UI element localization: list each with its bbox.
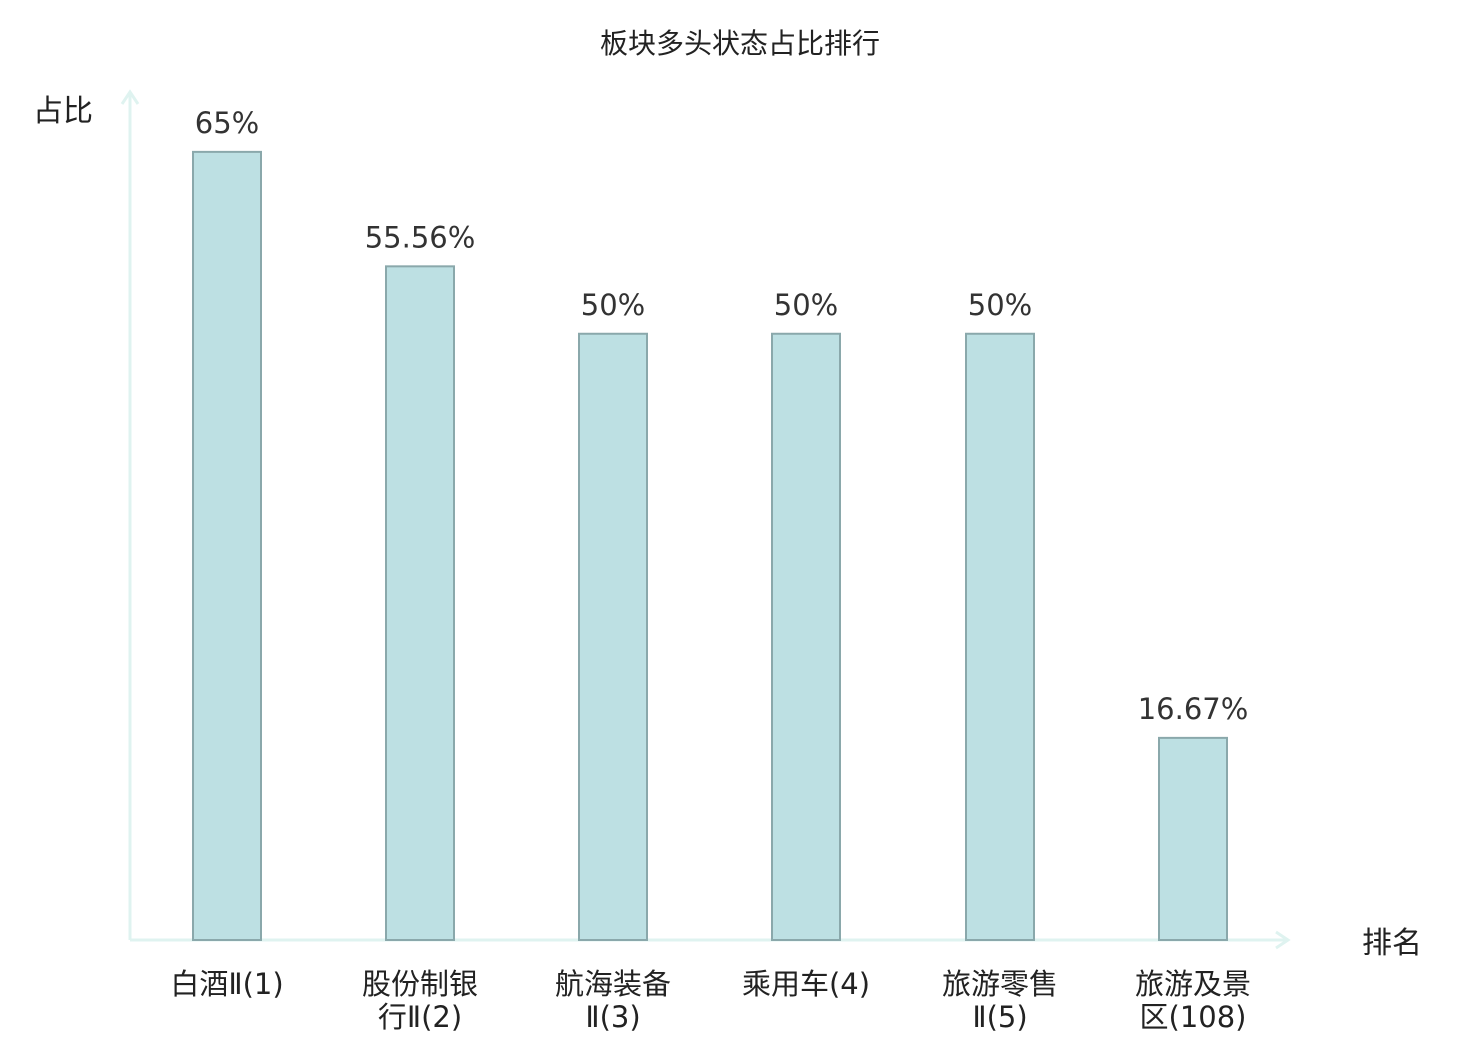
bars-group [192, 150, 1228, 941]
category-label: 乘用车(4) [742, 967, 870, 1001]
category-label: Ⅱ(5) [972, 1000, 1027, 1034]
category-label: 行Ⅱ(2) [378, 1000, 462, 1034]
axes [120, 89, 1291, 950]
bar-value-label: 50% [968, 288, 1032, 322]
bar[interactable] [192, 150, 262, 941]
bar-value-label: 50% [774, 288, 838, 322]
bar-value-label: 55.56% [365, 220, 476, 254]
bar[interactable] [1158, 736, 1228, 941]
x-axis-arrow [1275, 930, 1291, 950]
category-label: 白酒Ⅱ(1) [170, 967, 283, 1001]
bar[interactable] [385, 265, 455, 941]
value-labels-group: 65% 55.56% 50% 50% 50% 16.67% [195, 106, 1249, 726]
bar-value-label: 65% [195, 106, 259, 140]
category-label: Ⅱ(3) [585, 1000, 640, 1034]
category-label: 股份制银 [362, 967, 478, 1001]
category-label: 旅游及景 [1135, 967, 1251, 1001]
bar-value-label: 50% [581, 288, 645, 322]
bar[interactable] [578, 332, 648, 941]
bar[interactable] [965, 332, 1035, 941]
bar-value-label: 16.67% [1138, 692, 1249, 726]
x-axis-label: 排名 [1362, 926, 1422, 961]
category-label: 旅游零售 [942, 967, 1058, 1001]
category-label: 区(108) [1140, 1000, 1247, 1034]
category-label: 航海装备 [555, 967, 671, 1001]
bar[interactable] [771, 332, 841, 941]
y-axis-arrow [120, 89, 140, 105]
y-axis-label: 占比 [33, 94, 93, 129]
chart-title: 板块多头状态占比排行 [600, 27, 880, 60]
